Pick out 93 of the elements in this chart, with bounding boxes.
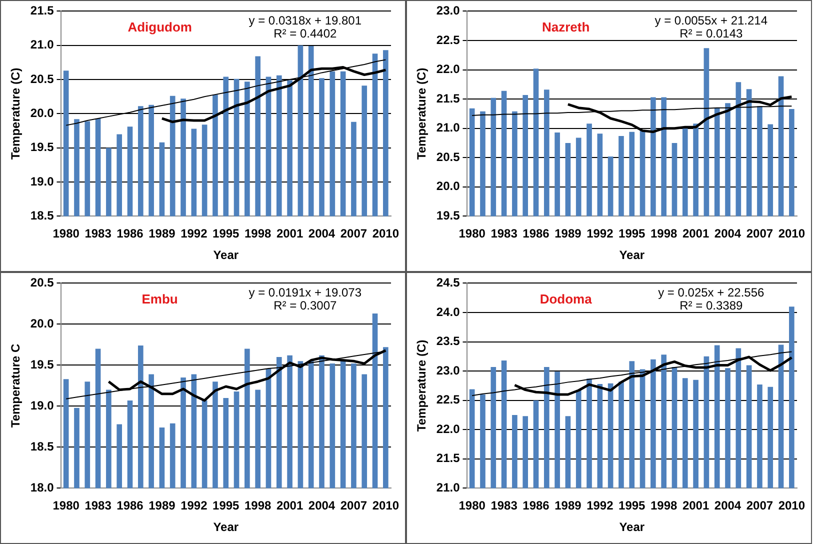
x-axis-title: Year	[619, 520, 645, 534]
x-tick-label: 2004	[308, 498, 336, 513]
x-tick-label: 2004	[714, 498, 742, 513]
x-tick-label: 1983	[84, 498, 112, 513]
y-axis-title: Temperature (C)	[414, 68, 429, 160]
y-tick-label: 20.5	[30, 72, 54, 86]
y-tick-label: 22.0	[436, 62, 460, 76]
x-tick-label: 1995	[618, 226, 646, 241]
x-tick-label: 1980	[52, 226, 80, 241]
y-axis-title: Temperature (C)	[8, 68, 23, 160]
x-tick-label: 1986	[116, 498, 144, 513]
y-tick-label: 22.0	[436, 422, 460, 436]
x-tick-label: 2010	[372, 226, 400, 241]
x-tick-label: 2010	[778, 498, 806, 513]
x-tick-label: 1983	[490, 498, 518, 513]
x-tick-label: 1992	[180, 498, 208, 513]
y-tick-label: 19.0	[30, 174, 54, 188]
x-tick-label: 2004	[308, 226, 336, 241]
y-tick-label: 19.5	[30, 140, 54, 154]
annotation: y = 0.0191x + 19.073	[248, 286, 362, 300]
y-tick-label: 19.5	[436, 208, 460, 223]
x-tick-label: 2001	[682, 226, 710, 241]
x-tick-label: 2007	[746, 498, 774, 513]
y-tick-label: 22.5	[436, 392, 460, 407]
x-tick-label: 1986	[116, 226, 144, 241]
y-tick-label: 21.5	[30, 4, 54, 18]
annotation: R² = 0.3389	[680, 298, 743, 313]
y-tick-label: 24.0	[436, 304, 460, 319]
y-tick-label: 20.5	[436, 150, 460, 164]
y-axis-title: Temperature C	[8, 343, 23, 428]
text: Dodoma	[540, 291, 593, 306]
x-tick-label: 1995	[212, 226, 240, 241]
annotation: R² = 0.3007	[274, 298, 337, 313]
x-tick-label: 2007	[340, 226, 368, 241]
x-tick-label: 2007	[746, 226, 774, 241]
x-axis-title: Year	[213, 248, 239, 262]
y-tick-label: 20.5	[30, 276, 54, 290]
y-tick-label: 21.5	[436, 451, 460, 466]
x-tick-label: 1998	[650, 498, 678, 513]
x-tick-label: 2007	[340, 498, 368, 513]
annotation: R² = 0.0143	[680, 26, 743, 41]
x-tick-label: 1983	[84, 226, 112, 241]
y-tick-label: 21.5	[436, 91, 460, 106]
annotation: y = 0.025x + 22.556	[658, 286, 764, 300]
y-tick-label: 21.0	[436, 120, 460, 135]
y-tick-label: 19.0	[30, 398, 54, 413]
annotation: y = 0.0318x + 19.801	[248, 14, 362, 28]
x-tick-label: 1986	[522, 226, 550, 241]
x-tick-label: 1998	[244, 226, 272, 241]
x-tick-label: 1992	[586, 498, 614, 513]
text: Embu	[142, 291, 178, 306]
y-tick-label: 21.0	[436, 480, 460, 495]
y-axis-title: Temperature (C)	[414, 340, 429, 432]
x-tick-label: 2010	[372, 498, 400, 513]
x-tick-label: 1989	[554, 226, 582, 241]
y-tick-label: 23.5	[436, 334, 460, 348]
x-tick-label: 1980	[52, 498, 80, 513]
text: Nazreth	[542, 19, 590, 34]
x-tick-label: 2004	[714, 226, 742, 241]
y-tick-label: 20.0	[30, 106, 54, 120]
y-tick-label: 18.0	[30, 480, 54, 495]
x-tick-label: 1986	[522, 498, 550, 513]
y-tick-label: 21.0	[30, 38, 54, 52]
x-tick-label: 1980	[458, 226, 486, 241]
x-tick-label: 1989	[148, 498, 176, 513]
x-axis-title: Year	[619, 248, 645, 262]
x-tick-label: 1992	[586, 226, 614, 241]
x-tick-label: 2010	[778, 226, 806, 241]
x-tick-label: 2001	[682, 498, 710, 513]
y-tick-label: 20.0	[436, 179, 460, 194]
annotation: y = 0.0055x + 21.214	[654, 14, 768, 28]
y-tick-label: 23.0	[436, 363, 460, 378]
x-tick-label: 1989	[148, 226, 176, 241]
y-tick-label: 24.5	[436, 276, 460, 290]
x-tick-label: 1998	[650, 226, 678, 241]
x-tick-label: 1983	[490, 226, 518, 241]
y-tick-label: 18.5	[30, 440, 54, 454]
x-axis-title: Year	[213, 520, 239, 534]
annotation: R² = 0.4402	[274, 26, 337, 41]
x-tick-label: 1995	[212, 498, 240, 513]
x-tick-label: 1980	[458, 498, 486, 513]
x-tick-label: 1995	[618, 498, 646, 513]
y-tick-label: 20.0	[30, 316, 54, 331]
text: Adigudom	[128, 19, 192, 34]
y-tick-label: 22.5	[436, 32, 460, 47]
y-tick-label: 19.5	[30, 358, 54, 372]
y-tick-label: 23.0	[436, 4, 460, 18]
x-tick-label: 2001	[276, 498, 304, 513]
x-tick-label: 1989	[554, 498, 582, 513]
y-tick-label: 18.5	[30, 208, 54, 223]
x-tick-label: 1998	[244, 498, 272, 513]
x-tick-label: 1992	[180, 226, 208, 241]
x-tick-label: 2001	[276, 226, 304, 241]
